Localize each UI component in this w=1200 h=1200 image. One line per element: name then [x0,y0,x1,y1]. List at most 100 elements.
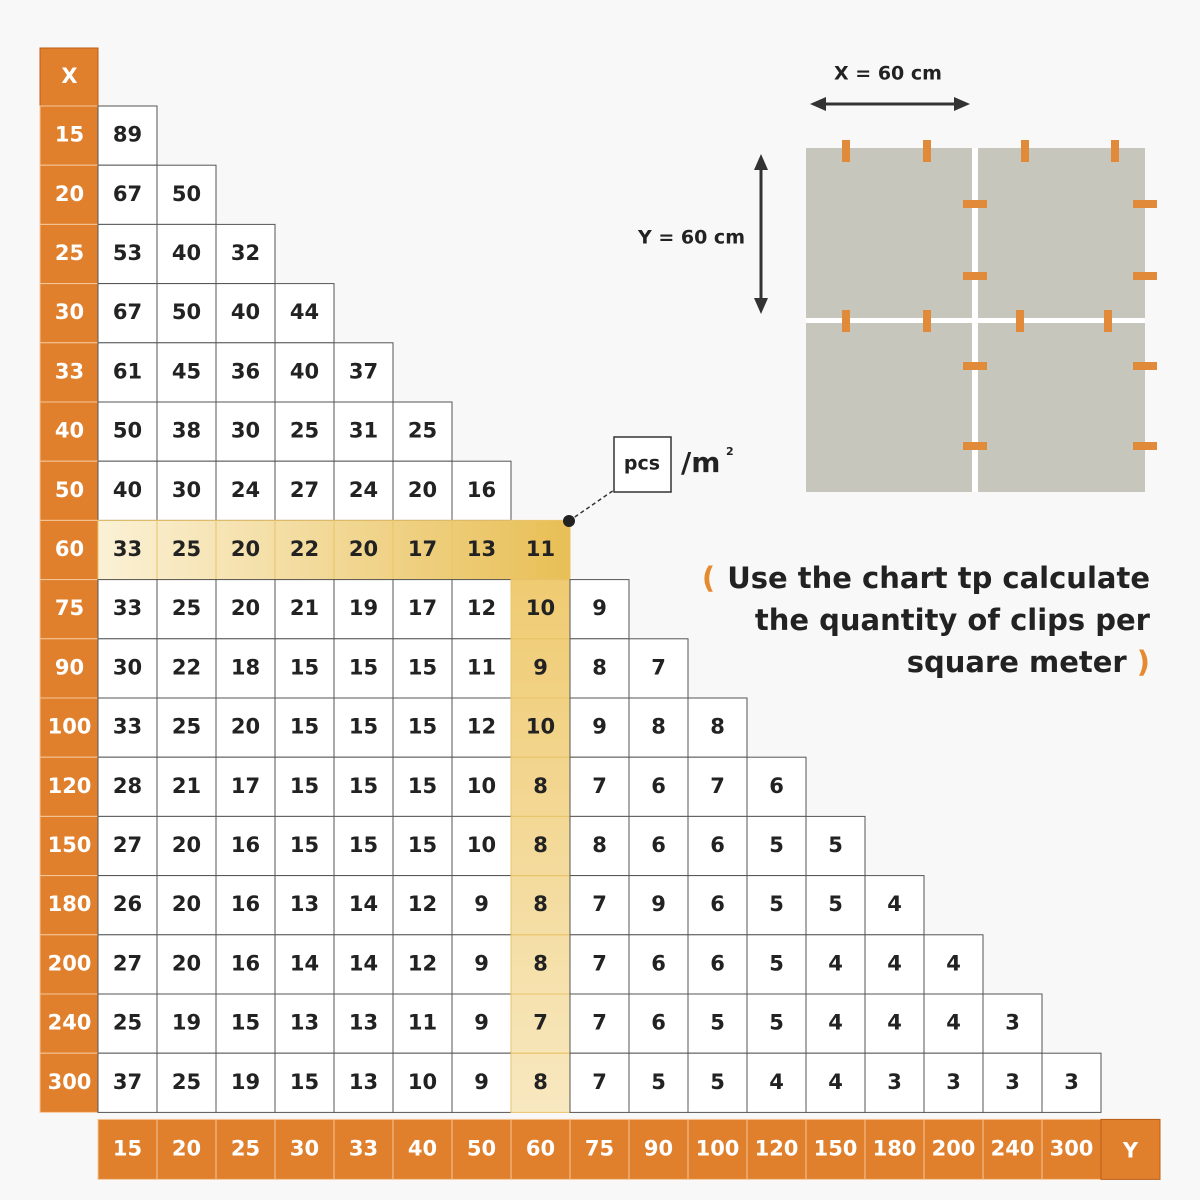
row-header-cell [39,1052,99,1113]
cell-value: 13 [290,892,319,916]
cell [923,1052,984,1113]
cell-value: 13 [290,1011,319,1035]
cell [156,579,217,640]
cell [923,934,984,995]
clips [842,140,1157,450]
cell [451,993,512,1054]
column-header: 60 [526,1136,555,1160]
cell [451,638,512,699]
row-header-cell [39,697,99,758]
cell-value: 30 [172,478,201,502]
cell-value: 7 [592,892,607,916]
cell-value: 25 [408,419,437,443]
tile [806,323,972,492]
cell [215,579,276,640]
cell [156,460,217,521]
note-open: ( [702,561,715,595]
cell-value: 37 [349,359,378,383]
row-header: 60 [55,537,84,561]
cell-value: 9 [592,596,607,620]
cell-value: 20 [231,715,260,739]
row-header: 30 [55,300,84,324]
cell [97,460,158,521]
cell [746,756,807,817]
row-header: 150 [48,833,92,857]
cell-value: 40 [172,241,201,265]
cell-value: 25 [172,715,201,739]
cell [569,875,630,936]
cell-value: 7 [592,1070,607,1094]
cell-value: 15 [349,833,378,857]
cell [97,342,158,403]
cell [569,756,630,817]
tile [978,323,1145,492]
cell [628,993,689,1054]
column-header: 240 [991,1136,1035,1160]
column-header: 120 [755,1136,799,1160]
cell-value: 3 [1005,1011,1020,1035]
cell-value: 7 [651,655,666,679]
cell [392,993,453,1054]
cell-value: 37 [113,1070,142,1094]
cell [333,697,394,758]
cell-value: 16 [231,833,260,857]
cell-value: 4 [887,1011,902,1035]
cell-value: 20 [172,892,201,916]
cell [982,1052,1043,1113]
cell-value: 8 [592,655,607,679]
cell-value: 9 [474,1011,489,1035]
cell-value: 15 [349,655,378,679]
cell [392,1052,453,1113]
cell-value: 6 [651,833,666,857]
cell [274,1052,335,1113]
cell-value: 8 [533,951,548,975]
row-header-cell [39,401,99,462]
cell-value: 8 [651,715,666,739]
cell-value: 13 [349,1070,378,1094]
column-header: 50 [467,1136,496,1160]
cell-value: 27 [113,951,142,975]
cell-value: 32 [231,241,260,265]
cell-value: 4 [946,951,961,975]
cell-value: 50 [172,182,201,206]
cell-value: 12 [408,892,437,916]
column-header-cell [333,1118,394,1180]
cell [333,638,394,699]
cell [687,1052,748,1113]
dimension-arrows [754,97,970,314]
row-header: 180 [48,892,92,916]
cell-value: 30 [113,655,142,679]
cell [982,993,1043,1054]
cell [746,993,807,1054]
cell-value: 9 [474,951,489,975]
cell-value: 7 [592,1011,607,1035]
cell-value: 16 [231,892,260,916]
cell-value: 8 [533,1070,548,1094]
cell [97,697,158,758]
cell-value: 19 [231,1070,260,1094]
cell [97,1052,158,1113]
cell-value: 24 [231,478,260,502]
cell [156,993,217,1054]
cell-value: 10 [467,774,496,798]
cell-value: 40 [113,478,142,502]
row-header-cell [39,223,99,285]
cell-value: 7 [710,774,725,798]
cell-value: 4 [828,1070,843,1094]
column-header-cell [628,1118,689,1180]
cell [97,401,158,462]
cell-value: 15 [290,833,319,857]
cell-value: 15 [349,774,378,798]
x-header: X [61,64,77,88]
cell [215,223,276,285]
cell-value: 40 [231,300,260,324]
cell [687,993,748,1054]
cell [569,1052,630,1113]
cell-value: 17 [231,774,260,798]
cell [392,697,453,758]
row-header-cell [39,342,99,403]
cell [215,756,276,817]
cell-value: 12 [467,715,496,739]
row-header: 240 [48,1011,92,1035]
